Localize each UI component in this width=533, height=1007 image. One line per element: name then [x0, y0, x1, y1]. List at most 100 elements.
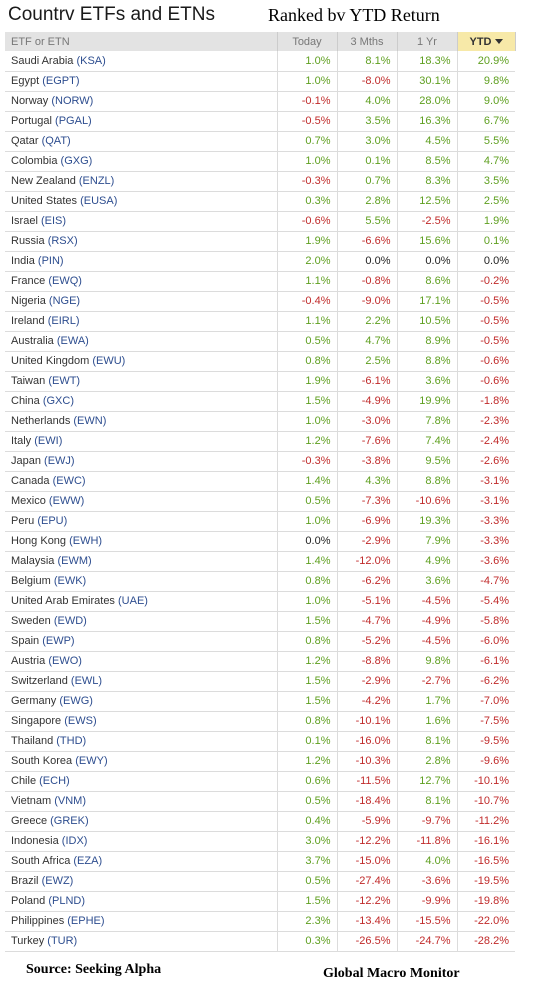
ticker-link[interactable]: (EIS) [40, 215, 67, 227]
table-row[interactable]: Egypt (EGPT) 1.0% -8.0% 30.1% 9.8% [5, 71, 515, 92]
ticker-link[interactable]: (EWL) [70, 675, 103, 687]
ticker-link[interactable]: (IDX) [61, 835, 88, 847]
table-row[interactable]: United States (EUSA) 0.3% 2.8% 12.5% 2.5% [5, 191, 515, 212]
table-row[interactable]: Italy (EWI) 1.2% -7.6% 7.4% -2.4% [5, 431, 515, 452]
ticker-link[interactable]: (PGAL) [55, 115, 92, 127]
table-row[interactable]: Belgium (EWK) 0.8% -6.2% 3.6% -4.7% [5, 571, 515, 592]
country-name: Colombia [11, 155, 58, 167]
table-row[interactable]: Turkey (TUR) 0.3% -26.5% -24.7% -28.2% [5, 931, 515, 952]
table-row[interactable]: China (GXC) 1.5% -4.9% 19.9% -1.8% [5, 391, 515, 412]
ticker-link[interactable]: (EPHE) [67, 915, 105, 927]
ticker-link[interactable]: (EWO) [48, 655, 82, 667]
ticker-link[interactable]: (GREK) [50, 815, 89, 827]
ticker-link[interactable]: (RSX) [47, 235, 78, 247]
ticker-link[interactable]: (EWT) [48, 375, 81, 387]
ticker-link[interactable]: (EWP) [42, 635, 75, 647]
ticker-link[interactable]: (EIRL) [47, 315, 80, 327]
table-row[interactable]: Thailand (THD) 0.1% -16.0% 8.1% -9.5% [5, 731, 515, 752]
table-row[interactable]: Russia (RSX) 1.9% -6.6% 15.6% 0.1% [5, 231, 515, 252]
table-row[interactable]: Sweden (EWD) 1.5% -4.7% -4.9% -5.8% [5, 611, 515, 632]
ticker-link[interactable]: (PIN) [37, 255, 64, 267]
table-row[interactable]: Australia (EWA) 0.5% 4.7% 8.9% -0.5% [5, 331, 515, 352]
ticker-link[interactable]: (EWG) [59, 695, 93, 707]
table-row[interactable]: Malaysia (EWM) 1.4% -12.0% 4.9% -3.6% [5, 551, 515, 572]
table-row[interactable]: Saudi Arabia (KSA) 1.0% 8.1% 18.3% 20.9% [5, 51, 515, 72]
ticker-link[interactable]: (GXC) [42, 395, 74, 407]
table-row[interactable]: Philippines (EPHE) 2.3% -13.4% -15.5% -22.0% [5, 911, 515, 932]
ticker-link[interactable]: (EUSA) [80, 195, 118, 207]
column-header-3mths[interactable]: 3 Mths [337, 32, 398, 51]
table-row[interactable]: Vietnam (VNM) 0.5% -18.4% 8.1% -10.7% [5, 791, 515, 812]
ticker-link[interactable]: (UAE) [118, 595, 148, 607]
ticker-link[interactable]: (TUR) [47, 935, 78, 947]
table-row[interactable]: France (EWQ) 1.1% -0.8% 8.6% -0.2% [5, 271, 515, 292]
column-header-name[interactable]: ETF or ETN [5, 32, 278, 51]
table-row[interactable]: Canada (EWC) 1.4% 4.3% 8.8% -3.1% [5, 471, 515, 492]
table-row[interactable]: Israel (EIS) -0.6% 5.5% -2.5% 1.9% [5, 211, 515, 232]
table-row[interactable]: Singapore (EWS) 0.8% -10.1% 1.6% -7.5% [5, 711, 515, 732]
table-row[interactable]: Hong Kong (EWH) 0.0% -2.9% 7.9% -3.3% [5, 531, 515, 552]
ticker-link[interactable]: (PLND) [48, 895, 85, 907]
ticker-link[interactable]: (EWC) [52, 475, 86, 487]
ticker-link[interactable]: (EWM) [57, 555, 92, 567]
ticker-link[interactable]: (EWJ) [44, 455, 75, 467]
ticker-link[interactable]: (EGPT) [42, 75, 80, 87]
country-name: South Korea [11, 755, 73, 767]
ticker-link[interactable]: (EWN) [73, 415, 107, 427]
ticker-link[interactable]: (EWW) [48, 495, 85, 507]
table-row[interactable]: India (PIN) 2.0% 0.0% 0.0% 0.0% [5, 251, 515, 272]
today-value: 0.7% [276, 131, 337, 152]
table-row[interactable]: Indonesia (IDX) 3.0% -12.2% -11.8% -16.1% [5, 831, 515, 852]
table-row[interactable]: Switzerland (EWL) 1.5% -2.9% -2.7% -6.2% [5, 671, 515, 692]
table-row[interactable]: Japan (EWJ) -0.3% -3.8% 9.5% -2.6% [5, 451, 515, 472]
ticker-link[interactable]: (EWQ) [48, 275, 82, 287]
ticker-link[interactable]: (NORW) [51, 95, 94, 107]
column-header-ytd[interactable]: YTD [457, 32, 516, 51]
table-row[interactable]: Mexico (EWW) 0.5% -7.3% -10.6% -3.1% [5, 491, 515, 512]
table-row[interactable]: Taiwan (EWT) 1.9% -6.1% 3.6% -0.6% [5, 371, 515, 392]
ticker-link[interactable]: (EWZ) [41, 875, 74, 887]
table-row[interactable]: United Kingdom (EWU) 0.8% 2.5% 8.8% -0.6% [5, 351, 515, 372]
table-row[interactable]: Austria (EWO) 1.2% -8.8% 9.8% -6.1% [5, 651, 515, 672]
today-value: 1.2% [276, 651, 337, 672]
table-row[interactable]: Brazil (EWZ) 0.5% -27.4% -3.6% -19.5% [5, 871, 515, 892]
table-row[interactable]: Ireland (EIRL) 1.1% 2.2% 10.5% -0.5% [5, 311, 515, 332]
table-row[interactable]: Nigeria (NGE) -0.4% -9.0% 17.1% -0.5% [5, 291, 515, 312]
ticker-link[interactable]: (EWA) [56, 335, 89, 347]
ticker-link[interactable]: (EZA) [73, 855, 103, 867]
ticker-link[interactable]: (KSA) [76, 54, 106, 67]
ticker-link[interactable]: (EWS) [64, 715, 97, 727]
table-row[interactable]: New Zealand (ENZL) -0.3% 0.7% 8.3% 3.5% [5, 171, 515, 192]
table-row[interactable]: South Korea (EWY) 1.2% -10.3% 2.8% -9.6% [5, 751, 515, 772]
table-row[interactable]: Netherlands (EWN) 1.0% -3.0% 7.8% -2.3% [5, 411, 515, 432]
table-row[interactable]: Portugal (PGAL) -0.5% 3.5% 16.3% 6.7% [5, 111, 515, 132]
table-row[interactable]: Chile (ECH) 0.6% -11.5% 12.7% -10.1% [5, 771, 515, 792]
ticker-link[interactable]: (NGE) [48, 295, 81, 307]
table-row[interactable]: South Africa (EZA) 3.7% -15.0% 4.0% -16.5% [5, 851, 515, 872]
table-row[interactable]: Peru (EPU) 1.0% -6.9% 19.3% -3.3% [5, 511, 515, 532]
table-row[interactable]: Greece (GREK) 0.4% -5.9% -9.7% -11.2% [5, 811, 515, 832]
ticker-link[interactable]: (ENZL) [78, 175, 115, 187]
ticker-link[interactable]: (EWK) [53, 575, 87, 587]
ticker-link[interactable]: (EWU) [92, 355, 126, 367]
table-row[interactable]: Norway (NORW) -0.1% 4.0% 28.0% 9.0% [5, 91, 515, 112]
column-header-1yr[interactable]: 1 Yr [397, 32, 458, 51]
table-row[interactable]: Spain (EWP) 0.8% -5.2% -4.5% -6.0% [5, 631, 515, 652]
table-row[interactable]: Colombia (GXG) 1.0% 0.1% 8.5% 4.7% [5, 151, 515, 172]
ticker-link[interactable]: (EWH) [69, 535, 103, 547]
ticker-link[interactable]: (EPU) [37, 515, 68, 527]
table-row[interactable]: Germany (EWG) 1.5% -4.2% 1.7% -7.0% [5, 691, 515, 712]
ticker-link[interactable]: (GXG) [60, 155, 93, 167]
ticker-link[interactable]: (EWD) [53, 615, 87, 627]
table-row[interactable]: United Arab Emirates (UAE) 1.0% -5.1% -4.5%… [5, 591, 515, 612]
ticker-link[interactable]: (EWY) [75, 755, 108, 767]
today-value: 0.3% [276, 191, 337, 212]
ticker-link[interactable]: (THD) [56, 735, 87, 747]
ticker-link[interactable]: (EWI) [34, 435, 63, 447]
table-row[interactable]: Poland (PLND) 1.5% -12.2% -9.9% -19.8% [5, 891, 515, 912]
ticker-link[interactable]: (QAT) [41, 135, 71, 147]
column-header-today[interactable]: Today [277, 32, 338, 51]
table-row[interactable]: Qatar (QAT) 0.7% 3.0% 4.5% 5.5% [5, 131, 515, 152]
ticker-link[interactable]: (ECH) [39, 775, 70, 787]
ticker-link[interactable]: (VNM) [54, 795, 86, 807]
